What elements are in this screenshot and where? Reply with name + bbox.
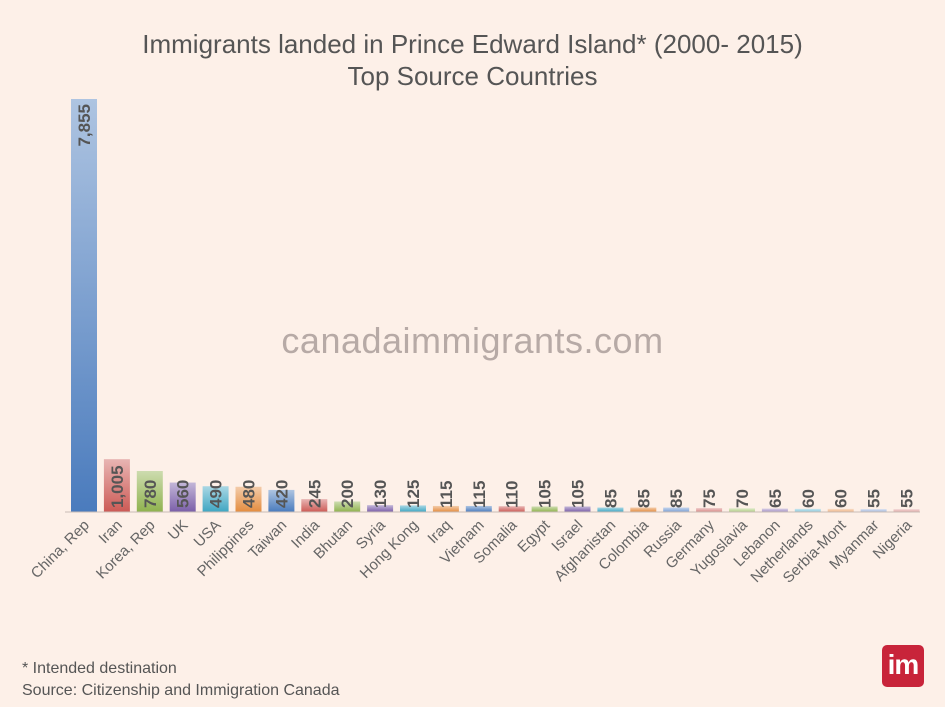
data-label: 200 [338, 480, 357, 508]
data-label: 130 [371, 480, 390, 508]
data-label: 245 [305, 480, 324, 508]
bar-vietnam [465, 505, 492, 512]
bar-korea-rep [136, 470, 163, 512]
data-label: 420 [272, 480, 291, 508]
bar-philippines [235, 486, 262, 512]
data-label: 60 [832, 489, 851, 508]
bar-bhutan [334, 501, 361, 512]
data-label: 85 [634, 489, 653, 508]
bar-china-rep [71, 99, 97, 512]
data-label: 490 [207, 480, 226, 508]
bar-afghanistan [597, 507, 624, 512]
source-note: Source: Citizenship and Immigration Cana… [22, 682, 340, 699]
bar-netherlands [794, 508, 821, 512]
watermark: canadaimmigrants.com [281, 320, 664, 361]
bar-russia [663, 507, 690, 512]
bar-myanmar [860, 509, 887, 512]
bar-israel [564, 506, 591, 512]
im-logo: im [882, 645, 924, 687]
data-label: 55 [898, 489, 917, 508]
data-label: 115 [437, 481, 456, 508]
bar-yugoslavia [729, 508, 755, 512]
chart-title-line2: Top Source Countries [347, 61, 598, 91]
bar-somalia [498, 506, 525, 512]
bar-syria [367, 505, 394, 512]
x-tick-label: China, Rep [28, 517, 93, 582]
data-label: 85 [667, 489, 686, 508]
bar-colombia [630, 507, 657, 512]
bar-germany [696, 508, 723, 512]
data-label: 560 [174, 480, 193, 508]
bar-hong-kong [400, 505, 426, 512]
bar-iran [103, 459, 130, 512]
bar-usa [202, 486, 229, 512]
data-label: 75 [700, 489, 719, 508]
data-label: 105 [569, 480, 588, 508]
bar-iraq [432, 505, 459, 512]
footnote: * Intended destination [22, 660, 177, 677]
data-label: 7,855 [75, 104, 94, 147]
bar-serbia-mont [827, 508, 854, 512]
data-label: 115 [470, 481, 489, 508]
bar-lebanon [761, 508, 788, 512]
data-label: 85 [601, 489, 620, 508]
bar-nigeria [893, 509, 920, 512]
data-label: 110 [503, 481, 522, 508]
bar-uk [169, 482, 196, 512]
chart-title: Immigrants landed in Prince Edward Islan… [0, 28, 945, 92]
x-tick-label: UK [165, 517, 192, 544]
data-label: 1,005 [108, 465, 127, 508]
data-label: 65 [766, 489, 785, 508]
data-label: 480 [240, 480, 259, 508]
data-label: 125 [404, 480, 423, 508]
data-label: 780 [141, 480, 160, 508]
data-label: 70 [733, 489, 752, 508]
bar-egypt [531, 506, 558, 512]
data-label: 55 [865, 489, 884, 508]
data-label: 60 [799, 489, 818, 508]
chart-title-line1: Immigrants landed in Prince Edward Islan… [142, 29, 803, 59]
bar-taiwan [268, 489, 295, 512]
x-tick-label: Egypt [514, 516, 554, 556]
bar-india [301, 499, 328, 512]
data-label: 105 [536, 480, 555, 508]
